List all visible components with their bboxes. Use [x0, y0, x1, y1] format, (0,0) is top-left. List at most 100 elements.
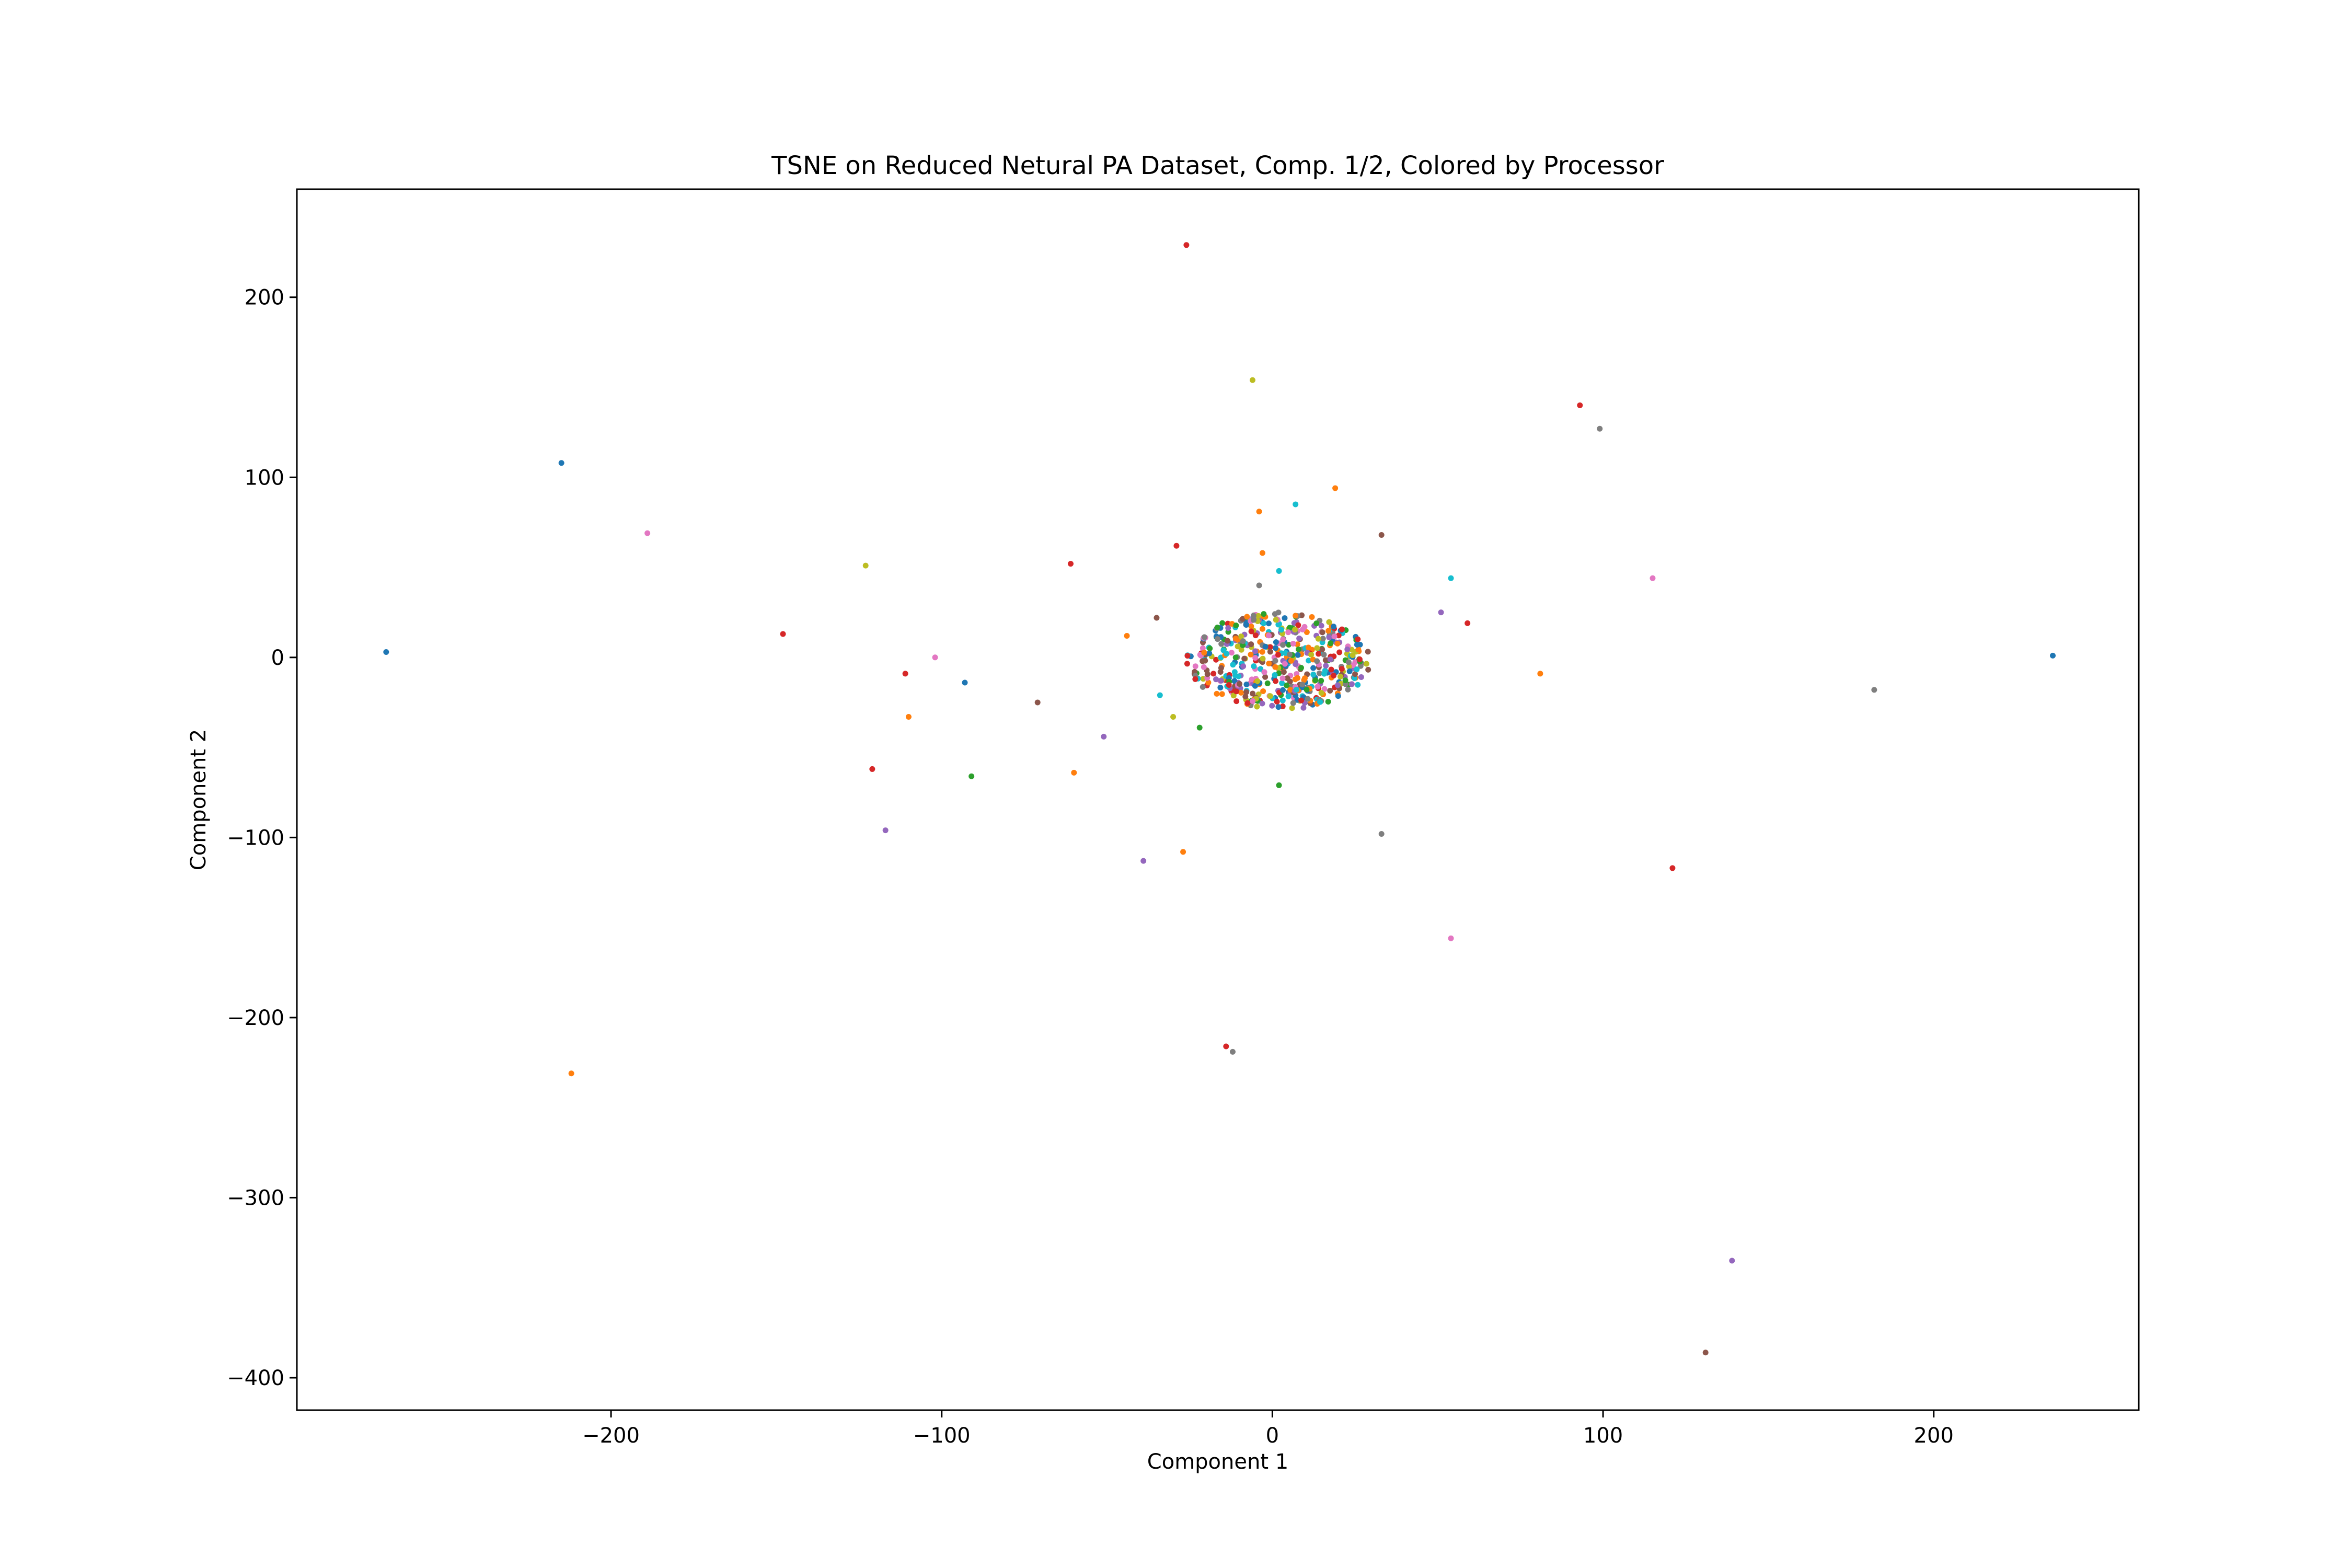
- cluster-point: [1244, 700, 1251, 706]
- cluster-point: [1259, 700, 1265, 707]
- cluster-point: [1233, 698, 1240, 705]
- scatter-point: [1577, 402, 1583, 408]
- cluster-point: [1295, 675, 1301, 681]
- cluster-point: [1300, 705, 1307, 711]
- plot-area-frame: [296, 188, 2140, 1411]
- cluster-point: [1279, 703, 1286, 709]
- cluster-point: [1326, 619, 1332, 625]
- scatter-point: [1871, 687, 1877, 693]
- cluster-point: [1254, 704, 1260, 710]
- cluster-point: [1260, 655, 1266, 662]
- cluster-point: [1252, 655, 1259, 661]
- cluster-point: [1357, 663, 1364, 669]
- cluster-point: [1287, 687, 1294, 693]
- cluster-point: [1316, 651, 1322, 657]
- cluster-point: [1298, 697, 1305, 704]
- x-tick-label: 100: [1583, 1424, 1623, 1448]
- cluster-point: [1354, 641, 1360, 648]
- cluster-point: [1325, 628, 1332, 634]
- scatter-point: [1729, 1258, 1735, 1264]
- scatter-point: [862, 562, 869, 569]
- cluster-point: [1331, 672, 1337, 678]
- cluster-point: [1261, 611, 1267, 617]
- cluster-point: [1306, 658, 1312, 664]
- x-tick-label: −200: [582, 1424, 640, 1448]
- cluster-point: [1251, 617, 1257, 623]
- cluster-point: [1200, 658, 1206, 664]
- scatter-point: [1597, 425, 1603, 432]
- cluster-point: [1365, 666, 1371, 673]
- cluster-point: [1308, 651, 1315, 658]
- cluster-point: [1342, 677, 1348, 684]
- cluster-point: [1230, 662, 1236, 668]
- cluster-point: [1238, 689, 1244, 696]
- cluster-point: [1237, 681, 1243, 687]
- cluster-point: [1286, 625, 1293, 631]
- cluster-point: [1274, 699, 1280, 705]
- scatter-point: [1378, 532, 1385, 538]
- cluster-point: [1328, 640, 1334, 647]
- cluster-point: [1230, 693, 1237, 699]
- cluster-point: [1330, 624, 1336, 630]
- cluster-point: [1335, 632, 1342, 639]
- cluster-point: [1328, 666, 1334, 673]
- cluster-point: [1280, 637, 1286, 643]
- cluster-point: [1293, 686, 1299, 693]
- cluster-point: [1327, 656, 1333, 663]
- y-tick-label: −200: [227, 1006, 284, 1030]
- cluster-point: [1348, 681, 1355, 687]
- cluster-point: [1201, 650, 1207, 656]
- cluster-point: [1312, 677, 1319, 684]
- cluster-point: [1218, 641, 1225, 647]
- cluster-point: [1262, 643, 1269, 650]
- cluster-point: [1331, 633, 1338, 640]
- cluster-point: [1304, 686, 1310, 693]
- scatter-point: [1438, 609, 1444, 616]
- cluster-point: [1226, 682, 1232, 688]
- scatter-point: [780, 631, 786, 637]
- scatter-point: [905, 714, 912, 720]
- scatter-point: [1378, 831, 1385, 837]
- cluster-point: [1192, 663, 1198, 670]
- cluster-point: [1213, 656, 1219, 663]
- cluster-point: [1321, 652, 1327, 658]
- scatter-point: [1071, 769, 1077, 776]
- cluster-point: [1214, 625, 1220, 631]
- cluster-point: [1326, 634, 1332, 640]
- cluster-point: [1298, 665, 1304, 671]
- cluster-point: [1350, 652, 1356, 659]
- scatter-point: [932, 654, 938, 661]
- cluster-point: [1236, 673, 1242, 679]
- scatter-point: [1124, 632, 1130, 639]
- cluster-point: [1252, 683, 1258, 689]
- cluster-point: [1250, 690, 1256, 697]
- cluster-point: [1206, 650, 1213, 656]
- cluster-point: [1248, 641, 1254, 648]
- cluster-point: [1240, 642, 1246, 648]
- scatter-point: [1702, 1350, 1709, 1356]
- cluster-point: [1205, 679, 1212, 686]
- x-tick-label: −100: [913, 1424, 971, 1448]
- cluster-point: [1309, 614, 1315, 620]
- scatter-point: [1183, 242, 1190, 248]
- cluster-point: [1295, 622, 1301, 628]
- scatter-point: [1067, 561, 1074, 567]
- cluster-point: [1278, 627, 1284, 633]
- cluster-point: [1258, 666, 1264, 672]
- cluster-point: [1184, 653, 1191, 659]
- cluster-point: [1284, 682, 1290, 688]
- cluster-point: [1213, 676, 1219, 683]
- scatter-point: [1173, 543, 1180, 549]
- cluster-point: [1218, 665, 1224, 671]
- x-tick-label: 0: [1266, 1424, 1279, 1448]
- scatter-point: [1249, 377, 1255, 383]
- cluster-point: [1264, 680, 1271, 686]
- scatter-point: [1465, 620, 1471, 626]
- scatter-point: [882, 827, 889, 834]
- cluster-point: [1252, 632, 1259, 639]
- cluster-point: [1327, 687, 1333, 694]
- cluster-point: [1305, 696, 1311, 702]
- cluster-point: [1266, 660, 1272, 666]
- scatter-point: [558, 460, 564, 466]
- cluster-point: [1192, 676, 1198, 682]
